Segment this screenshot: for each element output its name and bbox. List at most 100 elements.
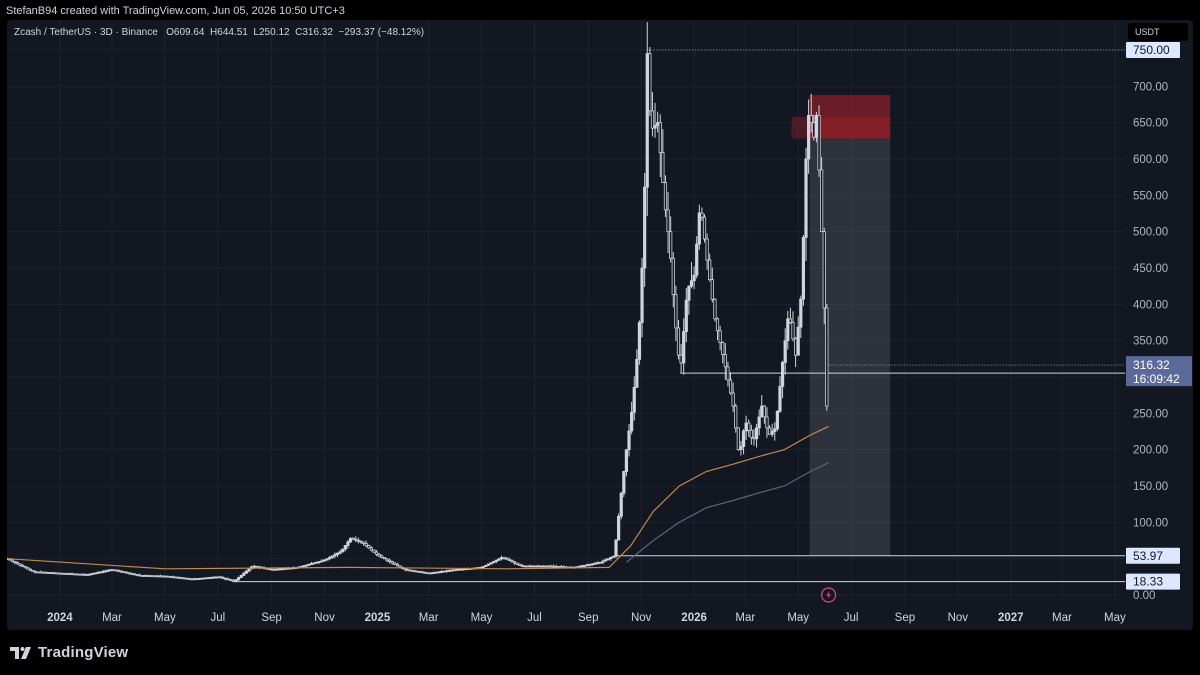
candle-body [335,552,340,556]
candle-body [96,571,100,574]
candle-body [270,568,275,571]
level-tag[interactable] [1126,42,1180,58]
candle-body [26,567,30,570]
candle-body [135,574,139,576]
candle-body [138,574,142,577]
candle-body [226,578,230,581]
candle-body [650,110,655,129]
candle-body [669,231,673,259]
currency-button[interactable]: USDT [1128,23,1188,41]
current-price-label: 316.32 [1133,358,1170,372]
candle-body [788,318,792,323]
price-axis[interactable]: 0.0050.00100.00150.00200.00250.00300.003… [1126,42,1192,602]
candle-body [807,115,811,160]
time-tick-label: Sep [261,612,281,624]
candle-body [609,556,613,560]
chart-area[interactable]: 0.0050.00100.00150.00200.00250.00300.003… [7,20,1193,630]
candle-body [525,565,530,568]
current-price-tag[interactable] [1126,356,1192,387]
candle-body [216,576,220,579]
candle-body [533,565,537,568]
ma-fast-line [7,425,829,570]
legend-high: H644.51 [210,27,248,38]
candle-body [541,565,545,568]
price-tick-label: 200.00 [1133,445,1168,457]
stop-zone[interactable] [809,95,891,139]
candle-body [237,577,241,581]
time-axis[interactable]: 2024 Mar May Jul Sep Nov 2025 Mar May Jul Sep Nov 20… [47,612,1126,624]
candle-body [549,565,553,568]
time-tick-label: Jul [210,612,225,624]
candle-body [91,573,95,575]
candle-body [80,573,85,576]
candle-body [481,566,485,568]
candle-body [15,562,20,565]
candle-body [666,209,670,233]
candle-body [117,570,121,572]
time-tick-label: Sep [895,612,915,624]
candle-body [276,568,280,571]
candle-body [791,322,795,340]
candle-body [351,537,355,540]
candle-body [663,182,668,211]
candle-body [338,551,342,554]
candle-body [190,578,194,581]
candle-body [143,575,147,577]
candle-body [445,570,449,573]
price-tick-label: 550.00 [1133,190,1168,202]
lightning-icon[interactable] [820,587,837,603]
time-tick-label: Nov [631,612,652,624]
candle-body [593,562,597,565]
candle-body [455,569,459,571]
price-chart[interactable]: 0.0050.00100.00150.00200.00250.00300.003… [7,20,1193,630]
countdown-label: 16:09:42 [1133,372,1180,386]
level-tag[interactable] [1126,547,1180,564]
candle-body [114,569,118,572]
candle-body [767,427,772,435]
candle-body [52,572,56,575]
candle-body [692,274,696,282]
candle-body [177,576,181,579]
candle-body [505,557,509,560]
candle-body [661,152,665,184]
candle-body [119,570,124,573]
candle-body [374,551,379,555]
time-tick-label: May [471,612,493,624]
candle-body [88,573,92,576]
price-tick-label: 250.00 [1133,408,1168,420]
candle-body [99,571,103,574]
tradingview-logo[interactable]: TradingView [10,644,128,661]
candle-body [676,327,681,356]
candle-body [531,565,535,568]
candle-body [13,560,17,563]
candle-body [518,563,522,566]
candle-body [166,575,170,578]
candle-body [702,216,707,240]
candle-body [359,540,363,543]
candle-body [424,572,428,574]
time-tick-label: Nov [948,612,969,624]
price-tick-label: 350.00 [1133,336,1168,348]
legend-close: C316.32 [295,27,333,38]
candle-body [489,562,493,565]
candle-body [544,565,548,568]
candle-body [197,577,202,580]
candle-body [369,547,373,551]
candle-body [689,280,694,287]
grid [7,20,1125,605]
candle-body [255,565,259,568]
candle-body [184,577,189,580]
level-tag[interactable] [1126,573,1180,590]
candle-body [492,561,496,564]
candle-body [528,565,532,568]
candle-body [601,560,605,563]
footer: TradingView [0,630,1200,675]
candle-body [187,578,191,580]
candle-body [606,558,610,561]
time-tick-label: 2024 [47,612,73,624]
candle-body [211,576,215,579]
candle-body [387,559,392,562]
candle-body [674,294,678,329]
candle-body [169,576,173,578]
legend-low: L250.12 [253,27,290,38]
